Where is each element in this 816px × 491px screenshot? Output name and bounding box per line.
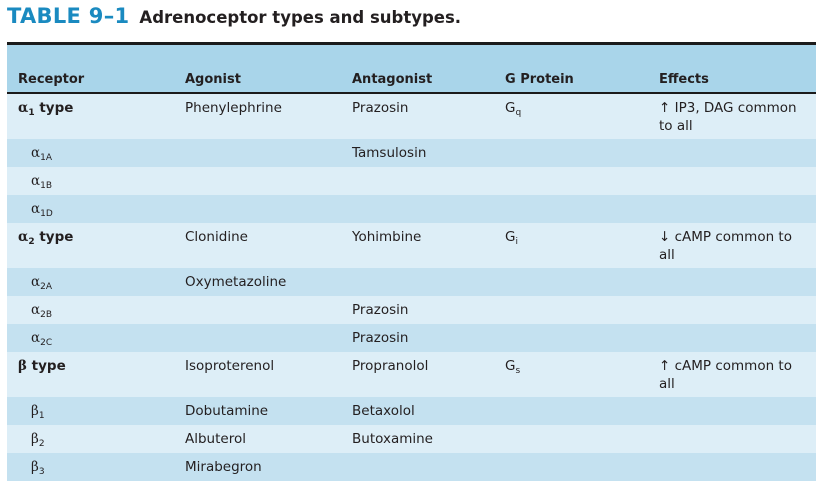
cell-effects: ↑ cAMP common to all (659, 358, 792, 392)
cell-effects: ↓ cAMP common to all (659, 229, 792, 263)
table-header: Receptor Agonist Antagonist G Protein Ef… (7, 42, 816, 94)
cell-antagonist: Propranolol (352, 358, 429, 374)
header-antagonist: Antagonist (352, 72, 433, 87)
cell-receptor: α2A (31, 273, 52, 296)
cell-receptor: β2 (31, 430, 45, 453)
g-protein-subscript: s (515, 366, 521, 376)
header-agonist: Agonist (185, 72, 241, 87)
table-row: α1 type Phenylephrine Prazosin Gq ↑ IP3, DAG… (7, 94, 816, 139)
cell-agonist: Dobutamine (185, 403, 269, 419)
header-effects: Effects (659, 72, 709, 87)
receptor-greek: α (31, 145, 41, 161)
g-protein-letter: G (505, 229, 516, 245)
table-row: β3 Mirabegron (7, 453, 816, 481)
cell-agonist: Clonidine (185, 229, 248, 245)
table-row: α1A Tamsulosin (7, 139, 816, 167)
receptor-subscript: 1D (40, 209, 53, 219)
receptor-subscript: 3 (38, 467, 45, 477)
cell-receptor: α2C (31, 329, 52, 352)
cell-receptor: α2 type (18, 228, 73, 251)
cell-receptor: β3 (31, 458, 45, 481)
receptor-suffix: type (34, 100, 74, 116)
cell-antagonist: Prazosin (352, 330, 409, 346)
table-row: α2A Oxymetazoline (7, 268, 816, 296)
receptor-subscript: 2 (28, 237, 35, 247)
cell-antagonist: Yohimbine (352, 229, 422, 245)
cell-g-protein: Gs (505, 357, 520, 380)
table-row: α1B (7, 167, 816, 195)
cell-receptor: β type (18, 357, 66, 380)
cell-receptor: α2B (31, 301, 52, 324)
cell-agonist: Mirabegron (185, 459, 262, 475)
header-g-protein: G Protein (505, 72, 574, 87)
receptor-suffix: type (34, 229, 74, 245)
table-row: α1D (7, 195, 816, 223)
receptor-subscript: 2 (38, 439, 45, 449)
g-protein-letter: G (505, 100, 516, 116)
g-protein-subscript: i (515, 237, 518, 247)
receptor-greek: β (31, 431, 39, 447)
cell-agonist: Phenylephrine (185, 100, 282, 116)
table-body: α1 type Phenylephrine Prazosin Gq ↑ IP3, DAG… (7, 94, 816, 481)
receptor-subscript: 1A (40, 153, 53, 163)
cell-antagonist: Betaxolol (352, 403, 415, 419)
cell-g-protein: Gi (505, 228, 518, 251)
receptor-subscript: 1 (38, 411, 45, 421)
receptor-greek: α (31, 274, 41, 290)
table-title: TABLE 9–1 Adrenoceptor types and subtype… (7, 4, 461, 36)
receptor-subscript: 2A (40, 282, 53, 292)
receptor-subscript: 1 (28, 108, 35, 118)
g-protein-subscript: q (515, 108, 522, 118)
cell-receptor: α1A (31, 144, 52, 167)
table-caption: Adrenoceptor types and subtypes. (139, 8, 462, 27)
receptor-greek: β (31, 403, 39, 419)
receptor-greek: α (31, 302, 41, 318)
cell-agonist: Isoproterenol (185, 358, 275, 374)
receptor-subscript: 2C (40, 338, 53, 348)
receptor-greek: α (18, 100, 29, 116)
cell-g-protein: Gq (505, 99, 521, 122)
cell-receptor: α1D (31, 200, 53, 223)
cell-antagonist: Butoxamine (352, 431, 433, 447)
table-row: β1 Dobutamine Betaxolol (7, 397, 816, 425)
cell-receptor: α1B (31, 172, 52, 195)
receptor-greek: β (31, 459, 39, 475)
receptor-greek: α (18, 229, 29, 245)
receptor-suffix: type (26, 358, 66, 374)
table-row: β2 Albuterol Butoxamine (7, 425, 816, 453)
cell-agonist: Albuterol (185, 431, 246, 447)
table-row: α2C Prazosin (7, 324, 816, 352)
receptor-greek: β (18, 358, 27, 374)
g-protein-letter: G (505, 358, 516, 374)
cell-effects: ↑ IP3, DAG common to all (659, 100, 797, 134)
receptor-subscript: 1B (40, 181, 53, 191)
receptor-greek: α (31, 201, 41, 217)
table-row: β type Isoproterenol Propranolol Gs ↑ cAMP c… (7, 352, 816, 397)
cell-antagonist: Prazosin (352, 100, 409, 116)
cell-antagonist: Tamsulosin (352, 145, 427, 161)
receptor-subscript: 2B (40, 310, 53, 320)
table-number: TABLE 9–1 (7, 4, 130, 28)
cell-receptor: α1 type (18, 99, 73, 122)
header-receptor: Receptor (18, 72, 85, 87)
cell-antagonist: Prazosin (352, 302, 409, 318)
receptor-greek: α (31, 330, 41, 346)
table-row: α2B Prazosin (7, 296, 816, 324)
cell-receptor: β1 (31, 402, 45, 425)
receptor-greek: α (31, 173, 41, 189)
adrenoceptor-table: Receptor Agonist Antagonist G Protein Ef… (7, 42, 816, 481)
cell-agonist: Oxymetazoline (185, 274, 287, 290)
table-row: α2 type Clonidine Yohimbine Gi ↓ cAMP common… (7, 223, 816, 268)
